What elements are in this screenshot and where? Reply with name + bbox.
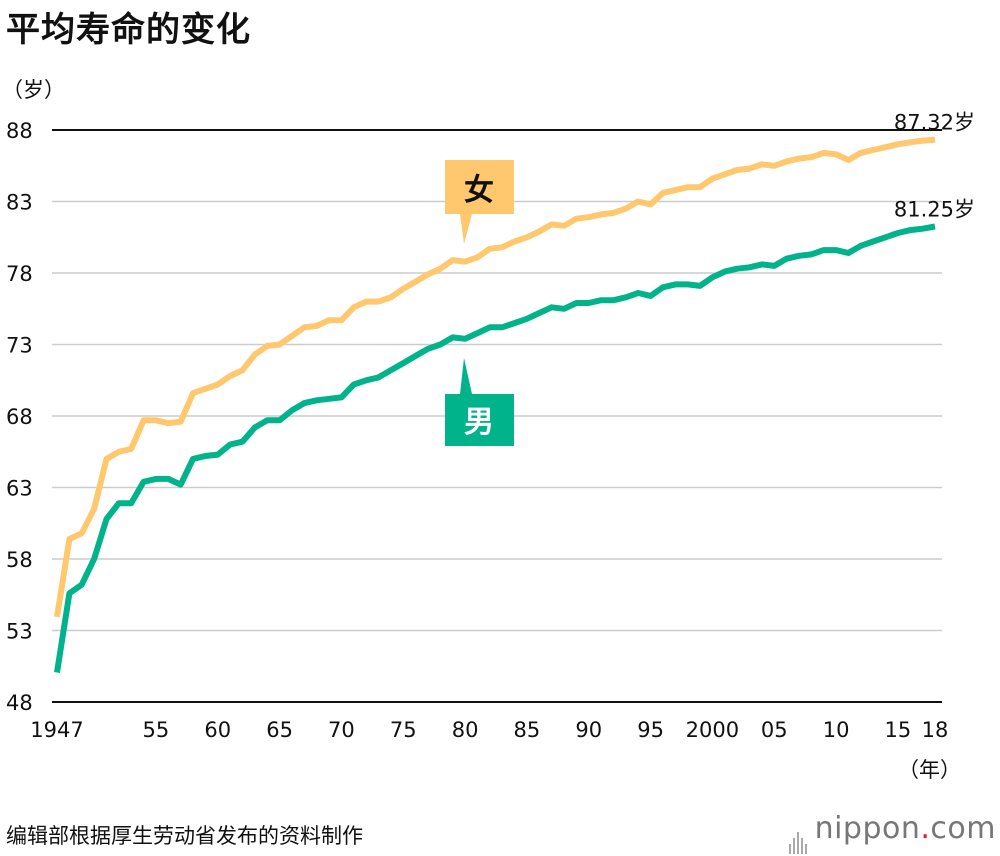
x-tick-label: 95 (637, 718, 664, 742)
y-tick-label: 88 (6, 119, 33, 143)
x-tick-label: 75 (390, 718, 417, 742)
x-tick-label: 18 (922, 718, 949, 742)
female-series-label: 女 (464, 173, 494, 208)
series-lines (54, 136, 936, 673)
female-callout-box (445, 160, 514, 244)
x-tick-label: 70 (328, 718, 355, 742)
x-axis-ticks: 1947 55 60 65 70 75 80 85 90 95 2000 05 10 15 18 (30, 718, 948, 742)
brand-logo: nippon.com (788, 811, 996, 854)
source-note: 编辑部根据厚生劳动省发布的资料制作 (6, 824, 363, 848)
x-tick-label: 65 (266, 718, 293, 742)
y-tick-label: 48 (6, 691, 33, 715)
x-tick-label: 2000 (686, 718, 739, 742)
brand-tld: com (930, 811, 996, 846)
x-tick-label: 05 (761, 718, 788, 742)
male-callout-box (445, 358, 514, 446)
chart-title: 平均寿命的变化 (6, 10, 251, 50)
y-axis-unit-label: （岁） (2, 78, 65, 102)
y-tick-label: 68 (6, 405, 33, 429)
x-tick-label: 85 (514, 718, 541, 742)
y-tick-label: 58 (6, 548, 33, 572)
brand-name: nippon (814, 811, 921, 846)
brand-bars-icon (788, 819, 809, 854)
end-value-label: 87.32岁 (894, 111, 975, 135)
y-tick-label: 78 (6, 262, 33, 286)
x-tick-label: 90 (575, 718, 602, 742)
brand-dot: . (920, 811, 931, 846)
x-tick-label: 80 (452, 718, 479, 742)
x-tick-label: 10 (823, 718, 850, 742)
y-axis-ticks: 48 53 58 63 68 73 78 83 88 (6, 119, 33, 715)
series-line-male (54, 223, 936, 673)
y-tick-label: 83 (6, 191, 33, 215)
y-tick-label: 53 (6, 620, 33, 644)
x-axis-unit-label: （年） (898, 758, 961, 782)
x-tick-label: 1947 (30, 718, 83, 742)
male-series-label: 男 (464, 405, 494, 440)
x-tick-label: 15 (885, 718, 912, 742)
x-tick-label: 55 (143, 718, 170, 742)
series-line-female (54, 136, 936, 618)
life-expectancy-chart: （岁） 48 53 58 63 68 73 78 83 88 1947 55 60 65 70 75 80 8… (2, 78, 975, 782)
gridlines (52, 129, 942, 703)
y-tick-label: 73 (6, 334, 33, 358)
y-tick-label: 63 (6, 477, 33, 501)
x-tick-label: 60 (204, 718, 231, 742)
series-callouts: 87.32岁 81.25岁 女男 (445, 111, 975, 446)
end-value-label: 81.25岁 (894, 198, 975, 222)
